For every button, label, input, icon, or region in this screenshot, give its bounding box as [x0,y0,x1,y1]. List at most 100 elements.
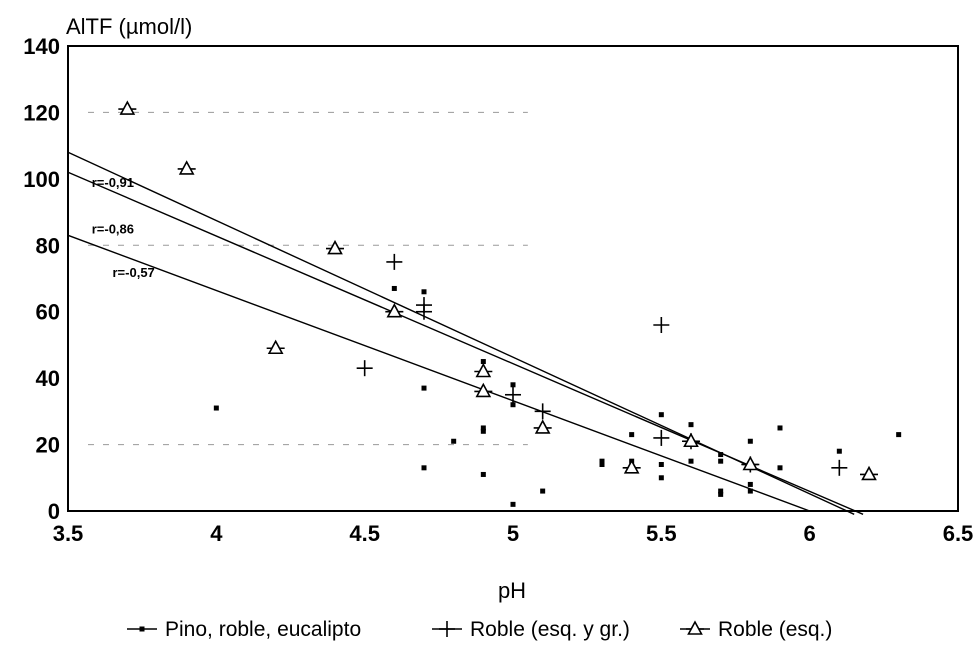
y-tick-label: 140 [23,34,60,59]
y-tick-label: 80 [36,233,60,258]
square-marker [747,481,753,487]
square-marker [510,501,516,507]
triangle-shape [327,239,343,255]
x-tick-label: 6.5 [943,521,974,546]
x-tick-label: 4.5 [349,521,380,546]
triangle-marker [860,465,878,481]
y-tick-label: 120 [23,100,60,125]
square-marker [421,385,427,391]
square-marker [510,382,516,388]
triangle-marker [326,239,344,255]
square-marker [718,491,724,497]
square-marker [139,626,145,632]
regression-lines: r=-0,91 r=-0,86 r=-0,57 [67,151,864,515]
triangle-shape [119,100,136,115]
square-marker [480,425,486,431]
square-marker [747,488,753,494]
triangle-marker [385,303,404,318]
triangle-marker [686,620,704,635]
regression-line [67,234,810,512]
square-marker [658,412,664,418]
square-marker [421,289,427,295]
plus-marker [439,621,455,637]
plus-marker [653,429,670,446]
triangle-shape [178,160,195,175]
y-axis-title: AlTF (µmol/l) [66,14,192,39]
square-marker [896,432,902,438]
square-marker [480,471,486,477]
square-marker [421,465,427,471]
plot-area [67,45,959,512]
square-marker [480,428,486,434]
square-marker [540,488,546,494]
square-marker [688,458,694,464]
square-marker [629,432,635,438]
plus-marker [505,386,521,403]
triangle-marker [118,100,137,115]
x-tick-label: 6 [804,521,816,546]
legend: Pino, roble, eucalipto Roble (esq. y gr.)… [127,618,832,641]
triangle-marker [682,432,700,448]
square-marker [836,448,842,454]
triangle-shape [534,419,551,434]
regression-label: r=-0,91 [92,175,134,190]
triangle-shape [742,455,759,471]
series-group [356,253,848,476]
triangle-shape [475,382,492,398]
x-tick-label: 3.5 [53,521,84,546]
triangle-marker [177,160,196,175]
x-tick-label: 5.5 [646,521,677,546]
triangle-shape [861,465,877,481]
triangle-shape [623,459,640,474]
square-marker [451,438,457,444]
triangle-marker [533,419,552,434]
series-group [118,100,878,481]
triangle-shape [683,432,699,448]
plus-marker [653,317,670,333]
legend-label: Roble (esq. y gr.) [470,618,630,641]
plus-marker [386,253,403,270]
triangle-marker [266,339,285,355]
triangle-shape [687,620,703,635]
triangle-shape [475,362,492,378]
data-points [118,100,902,507]
x-tick-label: 4 [210,521,223,546]
y-tick-label: 60 [36,300,60,325]
square-marker [718,452,724,458]
x-axis-title: pH [498,578,526,603]
plus-marker [416,303,432,320]
square-marker [480,359,486,365]
plus-marker [356,360,373,377]
y-tick-label: 100 [23,167,60,192]
x-tick-label: 5 [507,521,519,546]
y-tick-label: 0 [48,499,60,524]
square-marker [718,458,724,464]
square-marker [718,488,724,494]
plus-marker [831,459,848,476]
triangle-marker [741,455,760,471]
legend-item: Roble (esq.) [680,618,832,641]
legend-item: Pino, roble, eucalipto [127,618,361,641]
triangle-marker [474,382,493,398]
y-axis: 0 20 40 60 80 100 120 140 [23,34,60,524]
square-marker [747,438,753,444]
triangle-marker [622,459,641,474]
square-marker [777,465,783,471]
square-marker [391,285,397,291]
legend-label: Roble (esq.) [718,618,832,641]
square-marker [599,458,605,464]
regression-line [67,171,864,515]
regression-label: r=-0,86 [92,222,134,237]
triangle-shape [267,339,284,355]
square-marker [510,402,516,408]
legend-item: Roble (esq. y gr.) [432,618,630,641]
y-tick-label: 40 [36,366,60,391]
square-marker [777,425,783,431]
y-tick-label: 20 [36,433,60,458]
series-group [213,285,902,507]
x-axis: 3.5 4 4.5 5 5.5 6 6.5 [53,521,974,546]
regression-label: r=-0,57 [113,265,155,280]
square-marker [658,462,664,467]
triangle-marker [474,362,493,378]
